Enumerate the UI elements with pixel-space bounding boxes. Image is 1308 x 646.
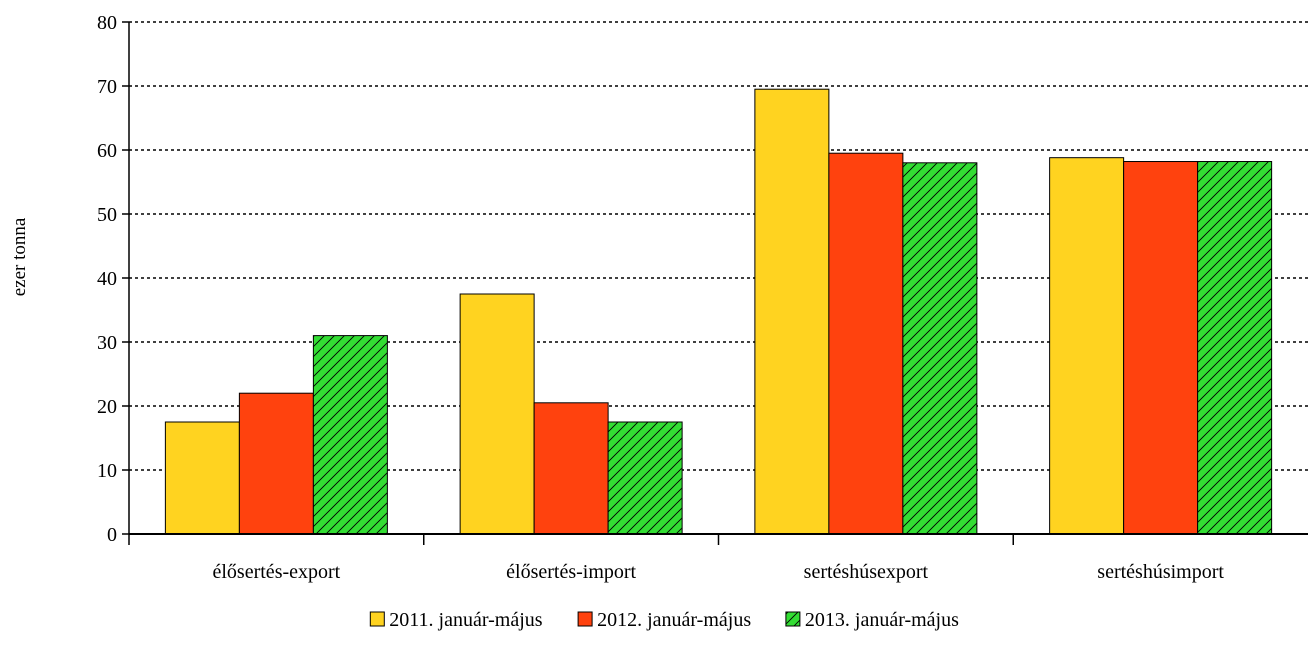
legend-swatch <box>785 611 801 627</box>
bar <box>754 88 830 535</box>
legend-label: 2013. január-május <box>805 609 959 631</box>
bar <box>238 392 314 535</box>
y-tick-label: 80 <box>97 12 117 34</box>
y-tick-label: 0 <box>107 524 117 546</box>
bars <box>164 88 1273 535</box>
legend-swatch <box>369 611 385 627</box>
legend: 2011. január-május 2012. január-május 2013… <box>369 609 959 631</box>
x-tick-label: élősertés-import <box>506 561 636 583</box>
bar <box>1197 161 1273 535</box>
bar <box>607 421 683 535</box>
y-tick-label: 50 <box>97 204 117 226</box>
bar <box>312 335 388 535</box>
y-tick-label: 30 <box>97 332 117 354</box>
bar <box>164 421 240 535</box>
y-axis-label: ezer tonna <box>9 217 30 296</box>
y-tick-label: 20 <box>97 396 117 418</box>
legend-swatch <box>577 611 593 627</box>
bar <box>902 162 978 535</box>
x-tick-label: sertéshúsexport <box>804 561 929 583</box>
y-tick-label: 10 <box>97 460 117 482</box>
bar <box>1049 157 1125 535</box>
x-tick-label: sertéshúsimport <box>1097 561 1224 583</box>
bar <box>828 152 904 535</box>
grid-lines <box>129 21 1308 471</box>
y-tick-label: 70 <box>97 76 117 98</box>
bar <box>1123 161 1199 535</box>
y-tick-label: 60 <box>97 140 117 162</box>
y-tick-label: 40 <box>97 268 117 290</box>
bar <box>533 402 609 535</box>
bar <box>459 293 535 535</box>
legend-label: 2012. január-május <box>597 609 751 631</box>
axes <box>122 21 1308 545</box>
x-tick-label: élősertés-export <box>213 561 341 583</box>
legend-label: 2011. január-május <box>389 609 542 631</box>
axis-labels: 0 10 20 30 40 50 60 70 80 élősertés-export élősert… <box>97 12 1224 583</box>
